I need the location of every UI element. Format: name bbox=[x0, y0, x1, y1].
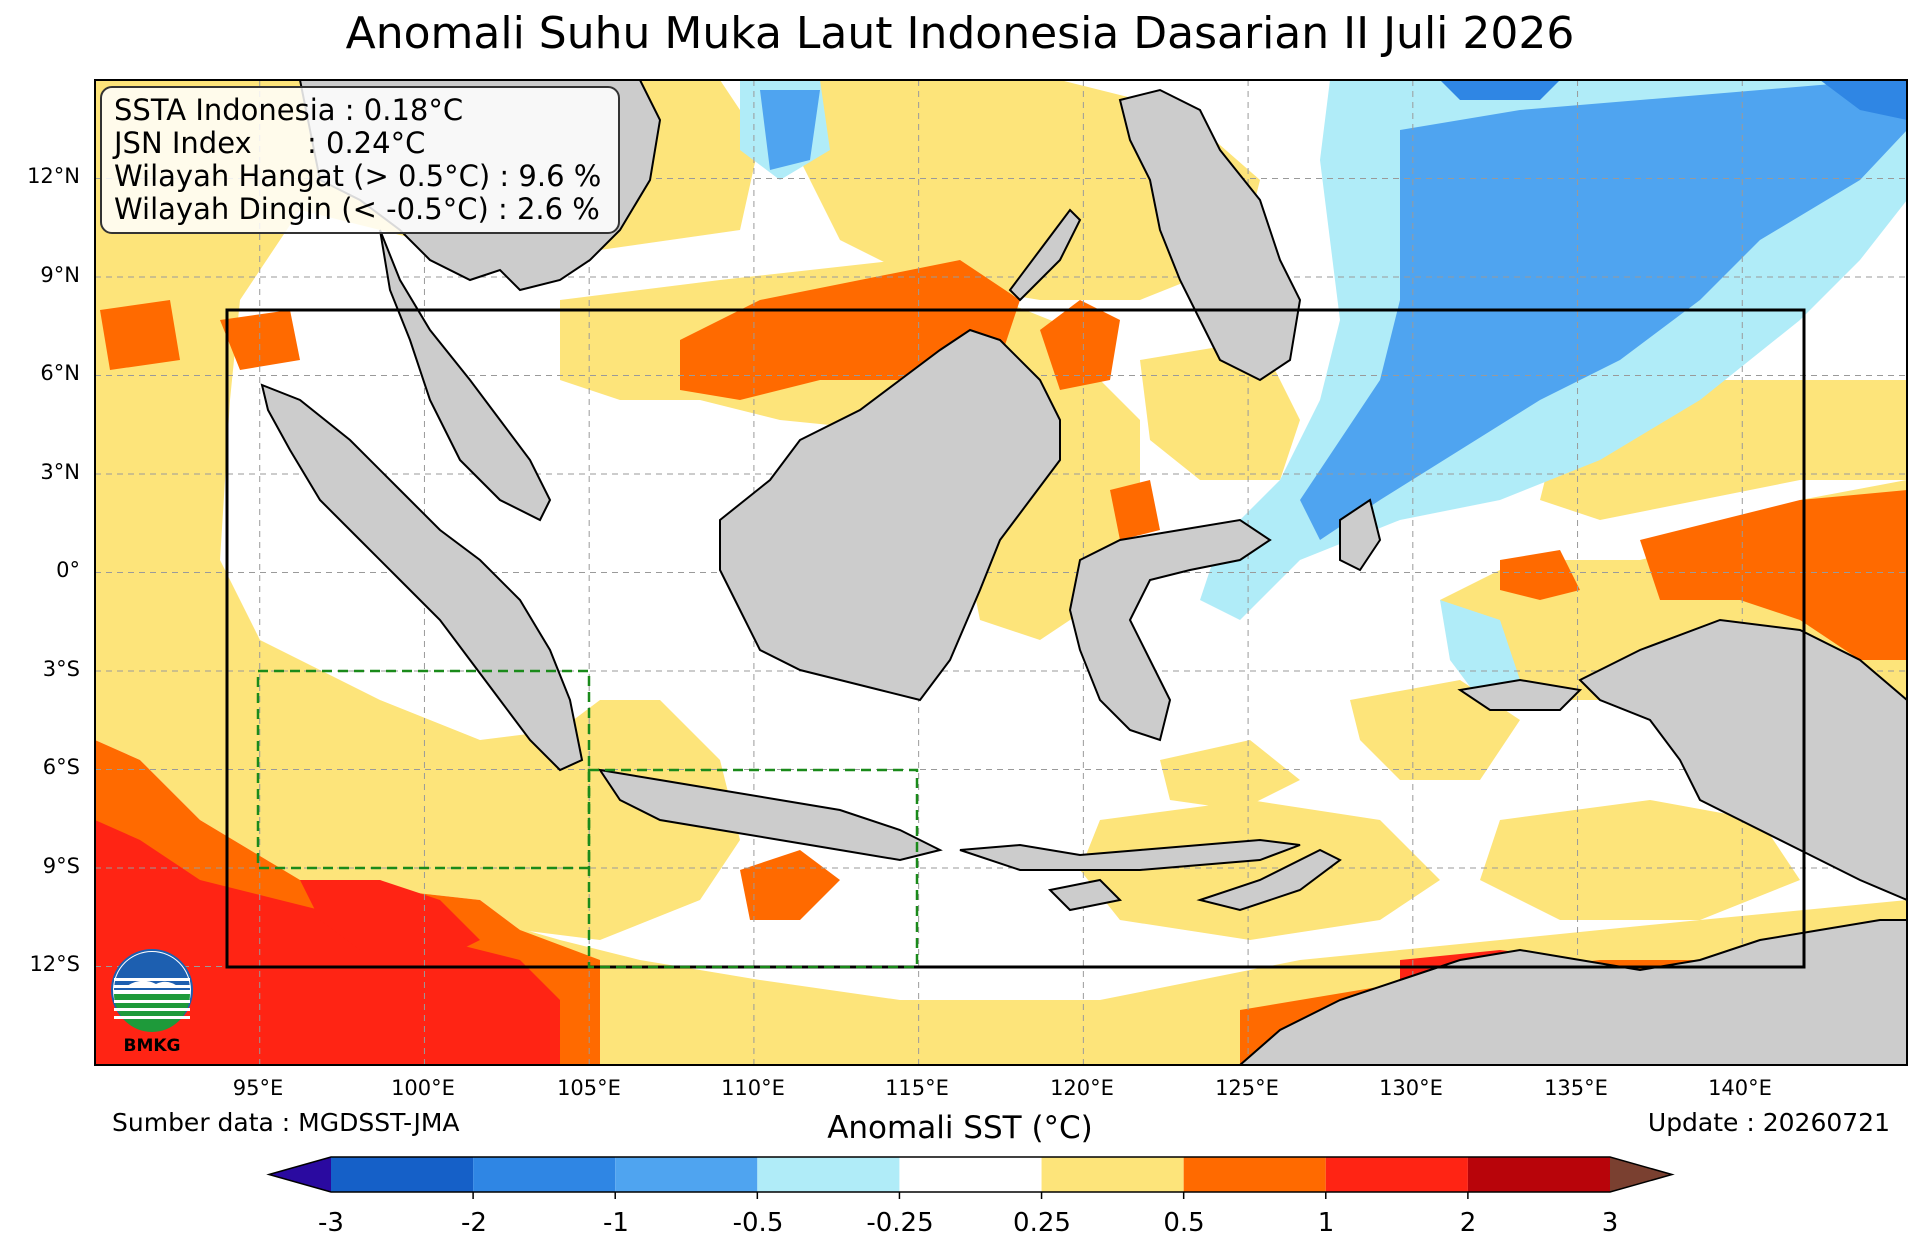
colorbar bbox=[266, 1156, 1675, 1199]
colorbar-segment bbox=[615, 1157, 758, 1192]
colorbar-segment bbox=[1041, 1157, 1184, 1192]
update-date: Update : 20260721 bbox=[1647, 1108, 1890, 1137]
lon-label: 115°E bbox=[885, 1076, 949, 1100]
land-masses bbox=[260, 80, 1907, 1065]
land-malay-peninsula bbox=[379, 229, 552, 522]
lon-label: 100°E bbox=[391, 1076, 455, 1100]
subregion-west-sumatra bbox=[256, 669, 591, 870]
colorbar-outline bbox=[266, 1156, 1675, 1193]
lat-label: 9°N bbox=[40, 263, 80, 287]
colorbar-segment bbox=[473, 1157, 616, 1192]
land-borneo bbox=[719, 328, 1061, 702]
land-philippines bbox=[1118, 88, 1302, 382]
map-frame bbox=[94, 79, 1908, 1066]
data-source: Sumber data : MGDSST-JMA bbox=[112, 1108, 460, 1137]
lat-label: 0° bbox=[56, 558, 80, 582]
map-title: Anomali Suhu Muka Laut Indonesia Dasaria… bbox=[345, 8, 1575, 59]
lat-label: 6°N bbox=[40, 361, 80, 385]
colorbar-tick: 0.5 bbox=[1163, 1208, 1205, 1238]
bmkg-logo-text: BMKG bbox=[123, 1036, 181, 1056]
land-sumatra bbox=[260, 383, 584, 772]
lon-label: 140°E bbox=[1708, 1076, 1772, 1100]
stat-jsn: JSN Index : 0.24°C bbox=[114, 126, 426, 160]
bmkg-logo: BMKG bbox=[110, 948, 194, 1058]
strong-cold-anomaly-areas bbox=[1440, 80, 1907, 120]
colorbar-tick: -3 bbox=[318, 1208, 344, 1238]
land-new-guinea bbox=[1578, 618, 1907, 902]
lon-label: 105°E bbox=[557, 1076, 621, 1100]
colorbar-tick: -2 bbox=[461, 1208, 487, 1238]
land-palawan bbox=[1008, 208, 1082, 302]
indonesia-domain-box bbox=[225, 308, 1806, 969]
land-timor bbox=[1196, 848, 1342, 912]
colorbar-segment bbox=[331, 1157, 474, 1192]
stat-cold-area: Wilayah Dingin (< -0.5°C) : 2.6 % bbox=[114, 192, 600, 226]
colorbar-tick: 1 bbox=[1317, 1208, 1335, 1238]
land-australia bbox=[1238, 919, 1907, 1065]
lon-label: 135°E bbox=[1544, 1076, 1608, 1100]
colorbar-segment bbox=[1467, 1157, 1610, 1192]
lon-label: 110°E bbox=[721, 1076, 785, 1100]
lat-label: 12°S bbox=[29, 952, 80, 976]
colorbar-tick: 2 bbox=[1459, 1208, 1477, 1238]
land-maluku bbox=[1339, 498, 1382, 572]
land-seram bbox=[1457, 678, 1583, 711]
lon-label: 120°E bbox=[1050, 1076, 1114, 1100]
colorbar-label: Anomali SST (°C) bbox=[827, 1110, 1093, 1146]
stats-box: SSTA Indonesia : 0.18°C JSN Index : 0.24… bbox=[100, 86, 620, 234]
colorbar-under-arrow bbox=[269, 1157, 331, 1192]
colorbar-tick: 0.25 bbox=[1013, 1208, 1071, 1238]
bmkg-logo-emblem bbox=[111, 949, 193, 1032]
colorbar-segment bbox=[899, 1157, 1042, 1192]
colorbar-segment bbox=[1325, 1157, 1468, 1192]
stat-warm-area: Wilayah Hangat (> 0.5°C) : 9.6 % bbox=[114, 159, 602, 193]
land-sulawesi bbox=[1068, 518, 1272, 742]
lon-label: 130°E bbox=[1379, 1076, 1443, 1100]
lat-label: 3°S bbox=[42, 657, 80, 681]
subregion-south-java bbox=[587, 768, 919, 969]
lat-label: 3°N bbox=[40, 460, 80, 484]
lon-label: 125°E bbox=[1215, 1076, 1279, 1100]
lat-label: 9°S bbox=[42, 854, 80, 878]
colorbar-over-arrow bbox=[1610, 1157, 1672, 1192]
stat-ssta: SSTA Indonesia : 0.18°C bbox=[114, 93, 464, 127]
land-nusa-tenggara bbox=[959, 838, 1301, 871]
lat-label: 12°N bbox=[27, 164, 80, 188]
colorbar-tick: -0.25 bbox=[866, 1208, 934, 1238]
land-sumba bbox=[1047, 878, 1123, 912]
colorbar-segment bbox=[757, 1157, 900, 1192]
colorbar-segment bbox=[1183, 1157, 1326, 1192]
lon-label: 95°E bbox=[232, 1076, 284, 1100]
colorbar-tick: -1 bbox=[603, 1208, 629, 1238]
colorbar-tick: 3 bbox=[1601, 1208, 1619, 1238]
colorbar-tick: -0.5 bbox=[732, 1208, 784, 1238]
lat-label: 6°S bbox=[42, 755, 80, 779]
land-java bbox=[597, 768, 943, 862]
